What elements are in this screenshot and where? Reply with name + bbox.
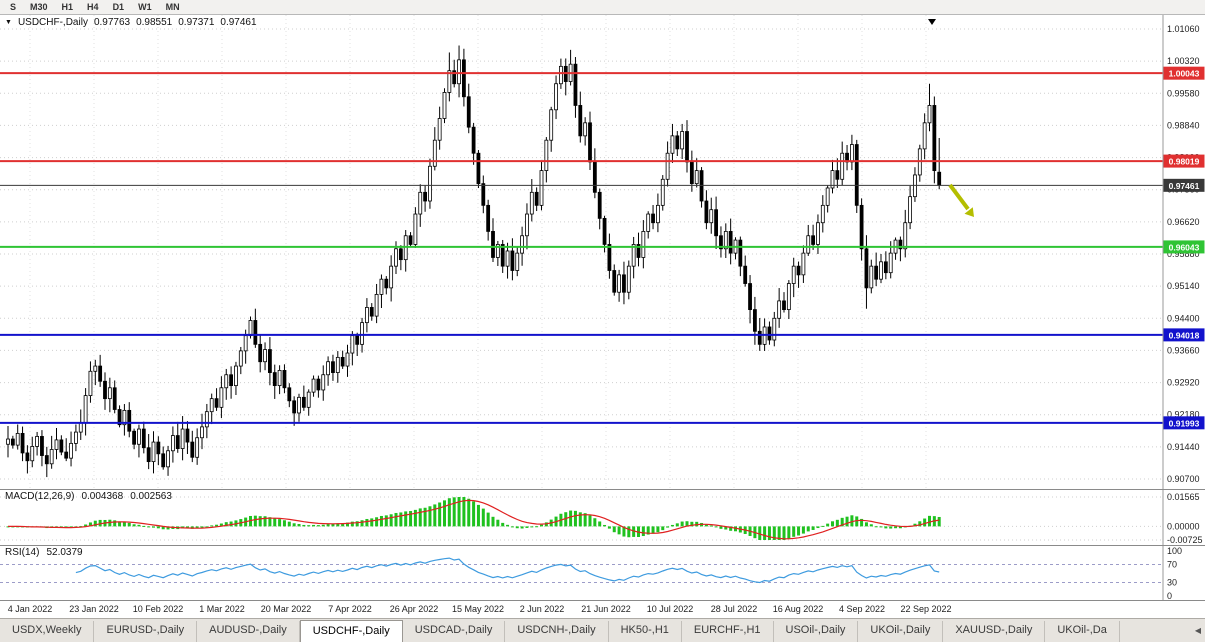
candlesticks <box>6 45 942 478</box>
price-badge <box>1163 328 1205 342</box>
rsi-axis-label: 100 <box>1167 546 1182 556</box>
rsi-value: 52.0379 <box>46 547 83 558</box>
timeframe-button-h1[interactable]: H1 <box>61 2 74 12</box>
chart-tab-xauusd-daily[interactable]: XAUUSD-,Daily <box>943 621 1046 642</box>
macd-chart[interactable]: 0.01565 0.00000 -0.00725 <box>0 490 1205 545</box>
macd-panel[interactable]: 0.01565 0.00000 -0.00725 MACD(12,26,9) 0.0… <box>0 490 1205 546</box>
chart-tab-usdcad-daily[interactable]: USDCAD-,Daily <box>403 621 506 642</box>
chart-tab-eurchf-h1[interactable]: EURCHF-,H1 <box>682 621 774 642</box>
timeframe-button-m30[interactable]: M30 <box>30 2 48 12</box>
date-axis-label: 7 Apr 2022 <box>328 604 372 614</box>
macd-axis-label: 0.00000 <box>1167 521 1200 531</box>
date-axis-label: 21 Jun 2022 <box>581 604 631 614</box>
chart-tab-hk50-h1[interactable]: HK50-,H1 <box>609 621 682 642</box>
date-axis-label: 4 Sep 2022 <box>838 604 886 614</box>
price-axis-label: 0.95140 <box>1167 281 1200 291</box>
rsi-header: RSI(14) 52.0379 <box>5 547 83 558</box>
chart-tab-usdx-weekly[interactable]: USDX,Weekly <box>0 621 95 642</box>
chart-shift-marker-icon[interactable] <box>928 19 936 25</box>
price-badge <box>1163 240 1205 254</box>
date-axis-label: 28 Jul 2022 <box>710 604 758 614</box>
date-axis-label: 26 Apr 2022 <box>389 604 439 614</box>
candlestick-chart[interactable]: 1.010601.003200.995800.988400.981000.973… <box>0 15 1205 489</box>
tabs-scroll-left-icon[interactable]: ◀ <box>1194 626 1201 635</box>
timeframe-button-h4[interactable]: H4 <box>87 2 99 12</box>
rsi-panel[interactable]: 100 70 30 0 RSI(14) 52.0379 <box>0 546 1205 601</box>
price-axis-label: 0.92180 <box>1167 410 1200 420</box>
timeframe-button-s[interactable]: S <box>10 2 17 12</box>
macd-histogram <box>6 497 941 540</box>
price-axis-label: 1.01060 <box>1167 24 1200 34</box>
price-badge-label: 0.91993 <box>1169 418 1200 428</box>
price-axis-label: 1.00320 <box>1167 56 1200 66</box>
price-axis-label: 0.98840 <box>1167 120 1200 130</box>
chart-tab-ukoil-daily[interactable]: UKOil-,Daily <box>858 621 944 642</box>
chart-tab-usdchf-daily[interactable]: USDCHF-,Daily <box>299 620 403 642</box>
annotation-arrow[interactable] <box>948 183 974 217</box>
timeframe-toolbar: S M30 H1 H4 D1 W1 MN <box>0 0 1205 15</box>
price-axis-label: 0.94400 <box>1167 313 1200 323</box>
rsi-axis-label: 0 <box>1167 591 1172 600</box>
price-badge-label: 0.97461 <box>1169 181 1200 191</box>
rsi-title: RSI(14) <box>5 547 40 558</box>
macd-signal-value: 0.002563 <box>130 491 172 502</box>
rsi-axis-label: 30 <box>1167 578 1177 588</box>
legend-high: 0.98551 <box>136 17 173 28</box>
price-axis-label: 0.92920 <box>1167 378 1200 388</box>
rsi-axis-label: 70 <box>1167 560 1177 570</box>
price-axis-label: 0.95880 <box>1167 249 1200 259</box>
macd-axis-label: -0.00725 <box>1167 535 1203 545</box>
timeframe-button-mn[interactable]: MN <box>165 2 180 12</box>
date-axis-label: 20 Mar 2022 <box>260 604 312 614</box>
macd-axis-label: 0.01565 <box>1167 492 1200 502</box>
legend-low: 0.97371 <box>178 17 215 28</box>
macd-main-value: 0.004368 <box>81 491 124 502</box>
macd-signal-line <box>8 499 940 540</box>
chart-tab-usoil-daily[interactable]: USOil-,Daily <box>774 621 859 642</box>
date-axis-label: 10 Feb 2022 <box>132 604 184 614</box>
price-chart-panel[interactable]: 1.010601.003200.995800.988400.981000.973… <box>0 15 1205 490</box>
date-axis-label: 22 Sep 2022 <box>900 604 952 614</box>
time-axis: 4 Jan 2022 23 Jan 2022 10 Feb 2022 1 Mar 20… <box>0 601 1205 618</box>
macd-header: MACD(12,26,9) 0.004368 0.002563 <box>5 491 172 502</box>
date-axis-label: 1 Mar 2022 <box>199 604 245 614</box>
price-badge-label: 0.96043 <box>1169 242 1200 252</box>
price-badge <box>1163 416 1205 430</box>
chart-legend: ▼ USDCHF-,Daily 0.97763 0.98551 0.97371 … <box>5 17 257 28</box>
timeframe-button-d1[interactable]: D1 <box>112 2 125 12</box>
date-axis-label: 15 May 2022 <box>451 604 505 614</box>
price-badge <box>1163 66 1205 80</box>
legend-close: 0.97461 <box>220 17 257 28</box>
price-axis-label: 0.91440 <box>1167 442 1200 452</box>
price-badge-label: 0.98019 <box>1169 157 1200 167</box>
rsi-line <box>75 557 940 584</box>
date-axis-label: 10 Jul 2022 <box>646 604 694 614</box>
price-axis-label: 0.90700 <box>1167 474 1200 484</box>
date-axis-label: 2 Jun 2022 <box>519 604 565 614</box>
price-axis-label: 0.96620 <box>1167 217 1200 227</box>
price-badge-label: 1.00043 <box>1169 69 1200 79</box>
chart-tabs-bar: USDX,Weekly EURUSD-,Daily AUDUSD-,Daily USD… <box>0 618 1205 642</box>
price-axis-label: 0.93660 <box>1167 345 1200 355</box>
legend-symbol: USDCHF-,Daily <box>17 17 88 28</box>
chart-tab-audusd-daily[interactable]: AUDUSD-,Daily <box>197 621 300 642</box>
price-badge-label: 0.94018 <box>1169 330 1200 340</box>
timeframe-button-w1[interactable]: W1 <box>138 2 152 12</box>
date-axis-label: 23 Jan 2022 <box>69 604 119 614</box>
chart-tab-ukoil-da[interactable]: UKOil-,Da <box>1045 621 1120 642</box>
rsi-chart[interactable]: 100 70 30 0 <box>0 546 1205 600</box>
date-axis-label: 4 Jan 2022 <box>7 604 53 614</box>
symbol-expand-icon[interactable]: ▼ <box>5 19 12 26</box>
price-axis-label: 0.99580 <box>1167 88 1200 98</box>
legend-open: 0.97763 <box>93 17 131 28</box>
price-badge <box>1163 178 1205 192</box>
price-badge <box>1163 154 1205 168</box>
chart-tab-usdcnh-daily[interactable]: USDCNH-,Daily <box>505 621 609 642</box>
chart-tab-eurusd-daily[interactable]: EURUSD-,Daily <box>94 621 198 642</box>
macd-title: MACD(12,26,9) <box>5 491 75 502</box>
date-axis-label: 16 Aug 2022 <box>772 604 824 614</box>
